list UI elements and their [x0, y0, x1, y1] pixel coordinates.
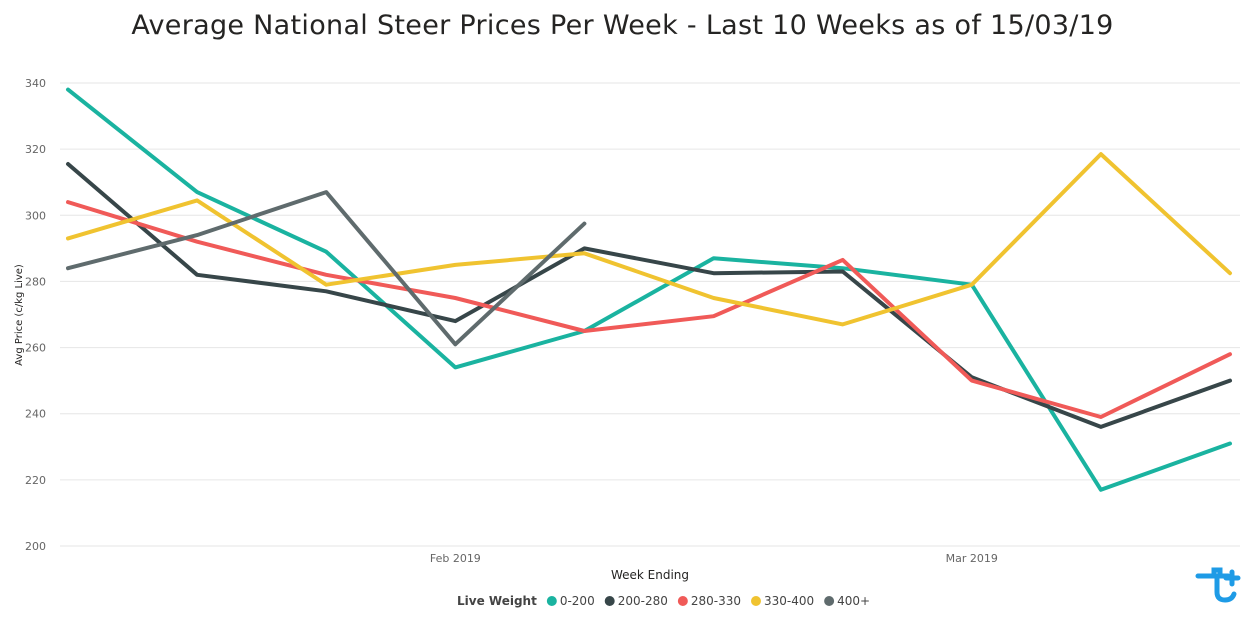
series-line-0-200 — [66, 87, 1232, 492]
legend-title: Live Weight — [457, 594, 537, 608]
legend-item-label: 330-400 — [764, 594, 814, 608]
y-tick-label: 320 — [25, 143, 46, 156]
y-tick-label: 340 — [25, 77, 46, 90]
legend-marker — [824, 596, 835, 606]
series-line-280-330 — [66, 200, 1232, 419]
legend-item-label: 200-280 — [618, 594, 668, 608]
x-tick-label: Mar 2019 — [946, 552, 998, 565]
y-axis-title: Avg Price (c/kg Live) — [14, 264, 25, 366]
legend-marker — [604, 596, 615, 606]
series-line-400plus — [66, 190, 587, 347]
brand-logo-icon — [1195, 567, 1241, 603]
x-axis-title: Week Ending — [611, 568, 689, 582]
legend-marker — [546, 596, 557, 606]
series-lines — [66, 87, 1232, 492]
legend-item-label: 0-200 — [560, 594, 595, 608]
legend-item-label: 280-330 — [691, 594, 741, 608]
x-axis-ticks: Feb 2019 Mar 2019 — [430, 552, 998, 565]
legend-marker — [677, 596, 688, 606]
y-tick-label: 220 — [25, 474, 46, 487]
legend-marker — [750, 596, 761, 606]
legend: Live Weight 0-200 200-280 280-330 330-400 40… — [457, 594, 870, 608]
y-tick-label: 300 — [25, 209, 46, 222]
series-line-330-400 — [66, 152, 1232, 327]
y-tick-label: 240 — [25, 408, 46, 421]
gridlines — [60, 82, 1240, 547]
y-axis-ticks: 200 220 240 260 280 300 320 340 — [25, 77, 46, 553]
y-tick-label: 200 — [25, 540, 46, 553]
y-tick-label: 280 — [25, 275, 46, 288]
series-line-200-280 — [66, 162, 1232, 429]
chart-title: Average National Steer Prices Per Week -… — [131, 10, 1114, 41]
x-tick-label: Feb 2019 — [430, 552, 481, 565]
legend-item-label: 400+ — [837, 594, 870, 608]
y-tick-label: 260 — [25, 342, 46, 355]
